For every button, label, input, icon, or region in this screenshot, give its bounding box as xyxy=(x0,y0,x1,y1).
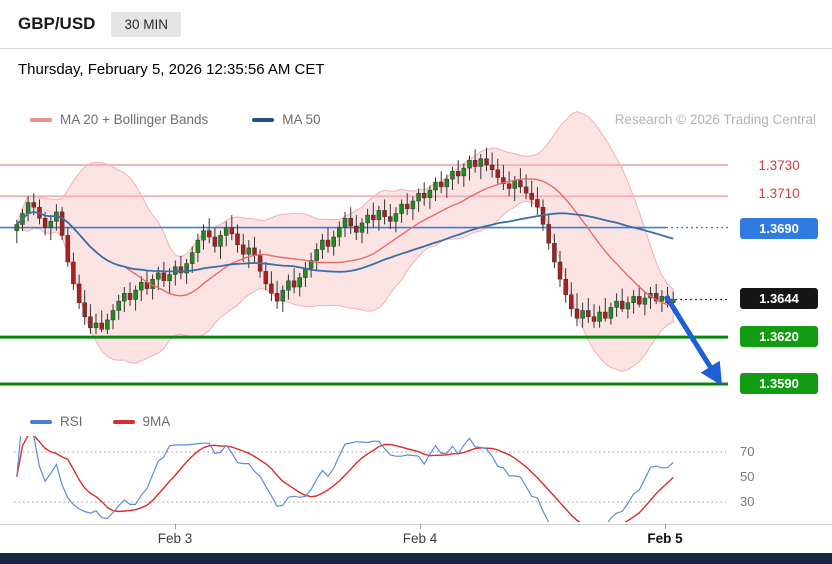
x-axis-tick-feb4 xyxy=(420,524,421,529)
x-axis-label-feb4: Feb 4 xyxy=(402,531,438,546)
x-axis-label-feb5: Feb 5 xyxy=(647,531,683,546)
rsi-swatch-icon xyxy=(30,419,52,424)
ma50-label: MA 50 xyxy=(282,112,321,127)
x-axis-tick-feb3 xyxy=(175,524,176,529)
footer-bar xyxy=(0,553,832,564)
support1-price-label: 1.3620 xyxy=(740,326,818,347)
last-price-label: 1.3644 xyxy=(740,288,818,309)
main-chart-svg xyxy=(0,110,728,386)
rsi-legend: RSI 9MA xyxy=(30,414,170,429)
research-credit: Research © 2026 Trading Central xyxy=(614,112,816,127)
resistance2-price-label: 1.3730 xyxy=(758,158,800,173)
main-chart-legend: MA 20 + Bollinger Bands MA 50 xyxy=(30,112,321,127)
rsi-tick-30: 30 xyxy=(740,494,755,509)
legend-item-9ma: 9MA xyxy=(112,414,171,429)
resistance1-price-label: 1.3710 xyxy=(758,186,800,201)
pivot-price-label: 1.3690 xyxy=(740,218,818,239)
rsi-chart-svg xyxy=(14,436,726,522)
ma50-swatch-icon xyxy=(252,117,275,122)
x-axis-label-feb3: Feb 3 xyxy=(157,531,193,546)
rsi-9ma-label: 9MA xyxy=(142,414,171,429)
ma20-bb-swatch-icon xyxy=(30,117,52,122)
header-divider xyxy=(0,48,832,49)
rsi-9ma-swatch-icon xyxy=(112,419,135,424)
legend-item-rsi: RSI xyxy=(30,414,83,429)
rsi-tick-70: 70 xyxy=(740,444,755,459)
x-axis-tick-feb5 xyxy=(665,524,666,529)
ma20-bb-label: MA 20 + Bollinger Bands xyxy=(60,112,209,127)
legend-item-ma20-bb: MA 20 + Bollinger Bands xyxy=(30,112,208,127)
legend-item-ma50: MA 50 xyxy=(252,112,321,127)
support2-price-label: 1.3590 xyxy=(740,373,818,394)
x-axis-line xyxy=(0,524,832,525)
header: GBP/USD 30 MIN xyxy=(0,0,832,48)
rsi-label: RSI xyxy=(60,414,83,429)
date-line: Thursday, February 5, 2026 12:35:56 AM C… xyxy=(18,61,325,78)
timeframe-badge: 30 MIN xyxy=(111,11,181,37)
symbol-title: GBP/USD xyxy=(18,14,96,33)
rsi-tick-50: 50 xyxy=(740,469,755,484)
